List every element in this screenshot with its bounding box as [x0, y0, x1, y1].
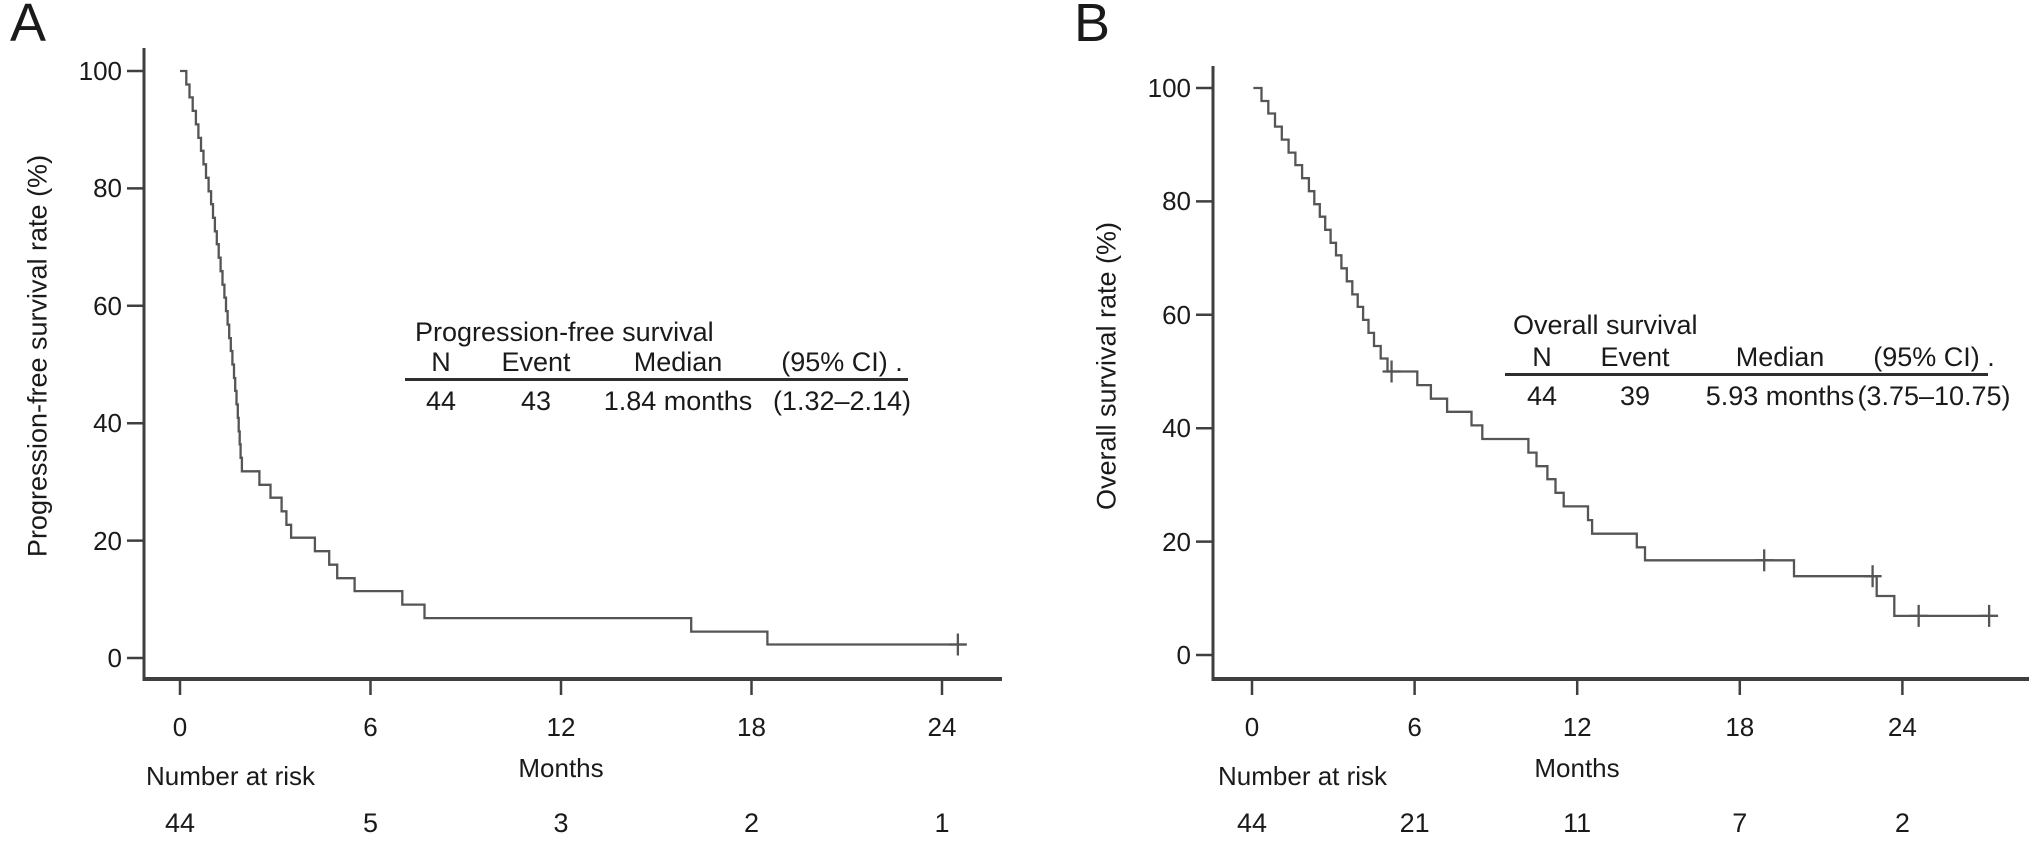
table-title: Overall survival: [1513, 310, 1698, 340]
panel-b-number-at-risk-label: Number at risk: [1218, 761, 1388, 791]
risk-count-a: 5: [362, 808, 379, 838]
y-tick-label-b: 80: [1162, 186, 1191, 217]
risk-count-b: 11: [1563, 808, 1592, 838]
table-header-event: Event: [501, 347, 571, 377]
x-tick-label-b: 12: [1562, 712, 1592, 742]
panel-b-letter: B: [1074, 0, 1112, 53]
risk-count-a: 3: [553, 808, 569, 838]
x-tick-label-a: 0: [172, 712, 188, 742]
x-tick-label-a: 24: [927, 712, 957, 742]
y-tick-label-b: 20: [1162, 526, 1191, 557]
x-tick-label-a: 18: [737, 712, 766, 742]
table-value-ci: (1.32–2.14): [772, 386, 912, 416]
table-header-rule: [1505, 373, 1988, 376]
table-value-n: 44: [1526, 381, 1558, 411]
table-header-ci: (95% CI) .: [1873, 342, 1995, 372]
panel-a-x-axis-title: Months: [518, 753, 604, 783]
table-header-median: Median: [1735, 342, 1825, 372]
table-header-ci: (95% CI) .: [781, 347, 903, 377]
table-value-median: 5.93 months: [1705, 381, 1855, 411]
panel-a-number-at-risk-label: Number at risk: [146, 761, 316, 791]
x-tick-label-b: 18: [1725, 712, 1755, 742]
x-tick-label-a: 12: [546, 712, 576, 742]
table-value-n: 44: [425, 386, 457, 416]
panel-b-y-axis-title: Overall survival rate (%): [1091, 221, 1122, 511]
risk-count-b: 21: [1399, 808, 1430, 838]
risk-count-a: 44: [164, 808, 196, 838]
risk-count-a: 1: [934, 808, 950, 838]
y-tick-label-b: 60: [1162, 299, 1191, 330]
table-value-event: 43: [520, 386, 552, 416]
table-value-ci: (3.75–10.75): [1857, 381, 2011, 411]
risk-count-b: 44: [1236, 808, 1268, 838]
y-tick-label-a: 100: [78, 56, 122, 86]
y-tick-label-a: 40: [93, 408, 122, 439]
x-tick-label-b: 24: [1887, 712, 1917, 742]
table-header-n: N: [431, 347, 451, 377]
y-tick-label-b: 0: [1176, 640, 1191, 670]
km-curve-a: [180, 69, 966, 646]
table-header-median: Median: [633, 347, 723, 377]
y-tick-label-b: 40: [1162, 413, 1191, 444]
table-value-median: 1.84 months: [603, 386, 753, 416]
y-tick-label-a: 20: [93, 525, 122, 556]
x-tick-label-b: 6: [1407, 712, 1422, 742]
table-value-event: 39: [1619, 381, 1651, 411]
risk-count-b: 2: [1894, 808, 1910, 838]
table-header-rule: [405, 378, 908, 381]
risk-count-b: 7: [1732, 808, 1748, 838]
x-tick-label-b: 0: [1244, 712, 1260, 742]
y-tick-label-a: 0: [107, 643, 122, 673]
panel-a-y-axis-title: Progression-free survival rate (%): [22, 154, 53, 558]
table-header-n: N: [1532, 342, 1552, 372]
panel-a-letter: A: [10, 0, 48, 53]
km-curve-b: [1253, 86, 1998, 618]
panel-b-x-axis-title: Months: [1534, 753, 1620, 783]
risk-count-a: 2: [743, 808, 760, 838]
x-tick-label-a: 6: [363, 712, 378, 742]
table-header-event: Event: [1600, 342, 1670, 372]
y-tick-label-a: 60: [93, 290, 122, 321]
y-tick-label-a: 80: [93, 173, 122, 204]
y-tick-label-b: 100: [1147, 73, 1191, 103]
table-title: Progression-free survival: [415, 317, 714, 347]
